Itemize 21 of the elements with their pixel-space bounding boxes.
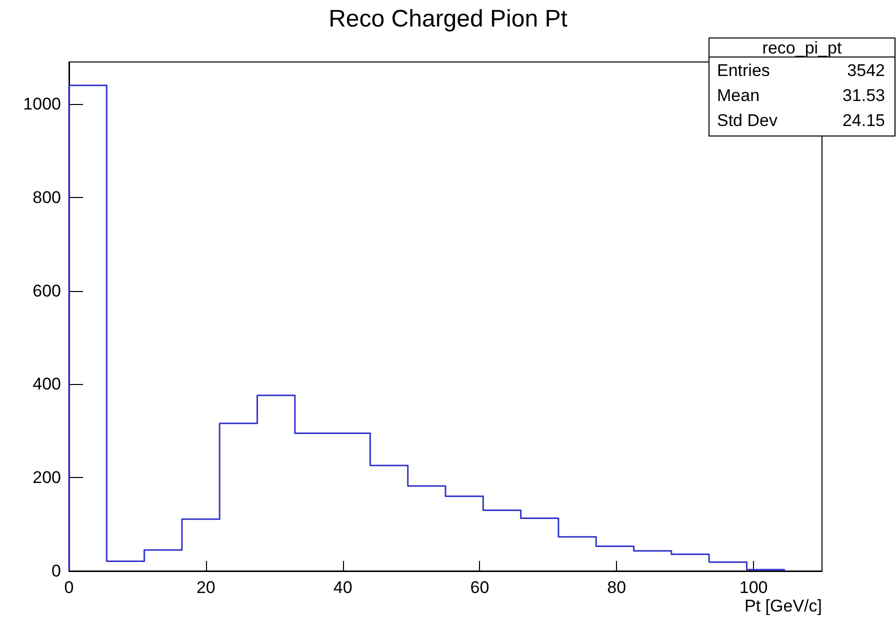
text: 3542	[847, 61, 885, 80]
y-tick-label: 400	[32, 374, 61, 394]
y-tick-label: 0	[52, 562, 61, 580]
annotation: Std Dev	[717, 111, 778, 130]
y-tick-label: 1000	[23, 94, 61, 114]
x-tick-label: 0	[64, 578, 74, 597]
text: 24.15	[842, 111, 885, 130]
y-tick-label: 200	[32, 468, 61, 488]
annotation: Mean	[717, 86, 760, 105]
x-tick-label: 60	[470, 578, 490, 597]
annotation: Entries	[717, 61, 770, 80]
x-axis-title: Pt [GeV/c]	[744, 596, 822, 616]
x-tick-label: 20	[196, 578, 216, 597]
x-tick-label: 100	[739, 578, 768, 597]
y-tick-label: 800	[32, 188, 61, 207]
x-tick-label: 80	[607, 578, 626, 597]
y-tick-label: 600	[32, 281, 61, 300]
text: 31.53	[842, 86, 885, 105]
text: reco_pi_pt	[762, 38, 842, 58]
x-tick-label: 40	[333, 578, 352, 597]
chart-title: Reco Charged Pion Pt	[328, 6, 568, 32]
